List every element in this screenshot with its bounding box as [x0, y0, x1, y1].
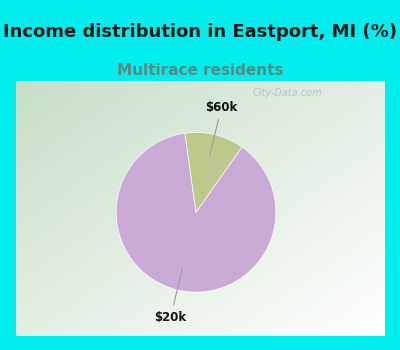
Text: $60k: $60k — [205, 101, 238, 155]
Text: $20k: $20k — [154, 269, 187, 323]
Text: City-Data.com: City-Data.com — [253, 88, 323, 98]
Text: Income distribution in Eastport, MI (%): Income distribution in Eastport, MI (%) — [3, 22, 397, 41]
Wedge shape — [185, 132, 242, 212]
Text: Multirace residents: Multirace residents — [117, 63, 283, 78]
Wedge shape — [116, 133, 276, 292]
